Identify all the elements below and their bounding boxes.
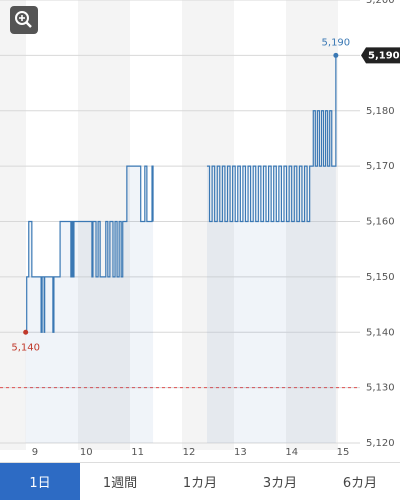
bg-stripe <box>26 0 78 450</box>
y-tick-label: 5,150 <box>366 272 395 283</box>
area <box>206 55 336 443</box>
x-tick-label: 12 <box>183 447 196 458</box>
y-tick-label: 5,200 <box>366 0 395 6</box>
annotation-dot <box>23 329 29 335</box>
bg-stripe <box>338 0 360 450</box>
range-tab[interactable]: 1カ月 <box>182 476 218 491</box>
range-tab[interactable]: 1週間 <box>102 476 138 491</box>
x-tick-label: 13 <box>234 447 247 458</box>
y-tick-label: 5,180 <box>366 106 395 117</box>
annotation-dot <box>333 52 339 58</box>
zoom-icon <box>15 11 29 25</box>
zoom-icon-handle <box>25 21 32 28</box>
bg-stripe <box>286 0 338 450</box>
x-tick-label: 14 <box>285 447 298 458</box>
line <box>206 55 337 223</box>
range-tab[interactable]: 3カ月 <box>262 476 298 491</box>
y-tick-label: 5,130 <box>366 383 395 394</box>
zoom-button[interactable] <box>10 6 38 34</box>
annotation-label: 5,140 <box>11 342 40 353</box>
x-tick-label: 15 <box>337 447 350 458</box>
price-tag-label: 5,190 <box>368 50 400 61</box>
bg-stripe <box>182 0 234 450</box>
bg-stripe <box>0 0 26 450</box>
chart: 5,120 5,130 5,140 5,150 5,160 5,170 5,180 5,190… <box>0 0 400 458</box>
bg-stripe <box>234 0 286 450</box>
x-tick-label: 11 <box>131 447 144 458</box>
y-tick-label: 5,160 <box>366 217 395 228</box>
y-tick-label: 5,170 <box>366 161 395 172</box>
x-tick-label: 9 <box>32 447 38 458</box>
tab-bar: 1日 1週間 1カ月 3カ月 6カ月 <box>0 462 400 500</box>
range-tab[interactable]: 6カ月 <box>342 476 378 491</box>
zoom-bg <box>10 6 38 34</box>
y-tick-label: 5,140 <box>366 327 395 338</box>
price-tag <box>361 47 400 64</box>
line <box>25 165 154 333</box>
x-tick-label: 10 <box>80 447 93 458</box>
bg-stripe <box>130 0 182 450</box>
annotation-label: 5,190 <box>322 37 351 48</box>
range-tab[interactable]: 1日 <box>0 463 80 500</box>
y-tick-label: 5,120 <box>366 438 395 449</box>
